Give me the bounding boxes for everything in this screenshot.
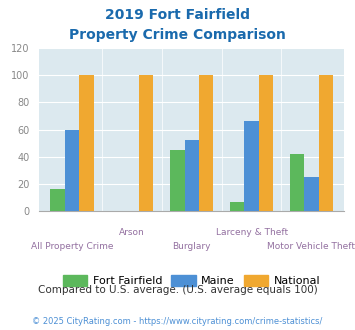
Bar	[170, 150, 185, 211]
Legend: Fort Fairfield, Maine, National: Fort Fairfield, Maine, National	[59, 271, 325, 291]
Bar	[50, 189, 65, 211]
Bar	[230, 202, 244, 211]
Text: Motor Vehicle Theft: Motor Vehicle Theft	[267, 242, 355, 251]
Text: Burglary: Burglary	[173, 242, 211, 251]
Bar	[259, 75, 273, 211]
Text: Arson: Arson	[119, 228, 145, 237]
Bar	[139, 75, 153, 211]
Bar	[290, 154, 304, 211]
Bar	[65, 130, 79, 211]
Text: All Property Crime: All Property Crime	[31, 242, 113, 251]
Bar	[79, 75, 93, 211]
Text: © 2025 CityRating.com - https://www.cityrating.com/crime-statistics/: © 2025 CityRating.com - https://www.city…	[32, 317, 323, 326]
Bar	[244, 121, 259, 211]
Bar	[185, 141, 199, 211]
Bar	[304, 177, 318, 211]
Text: Larceny & Theft: Larceny & Theft	[215, 228, 288, 237]
Text: 2019 Fort Fairfield: 2019 Fort Fairfield	[105, 8, 250, 22]
Bar	[199, 75, 213, 211]
Bar	[318, 75, 333, 211]
Text: Compared to U.S. average. (U.S. average equals 100): Compared to U.S. average. (U.S. average …	[38, 285, 317, 295]
Text: Property Crime Comparison: Property Crime Comparison	[69, 28, 286, 42]
